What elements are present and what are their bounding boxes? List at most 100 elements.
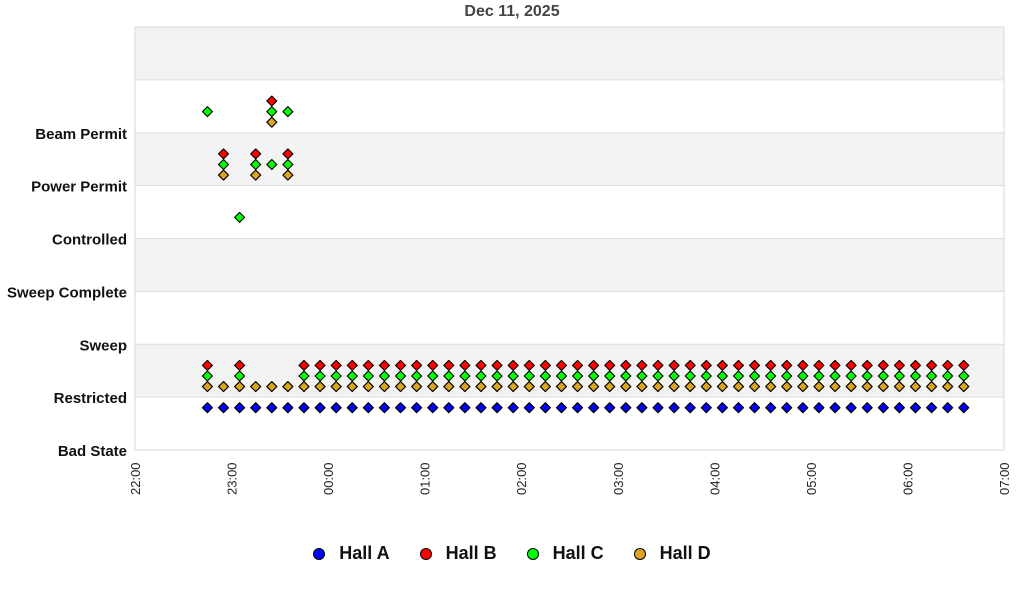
data-point: [797, 381, 809, 393]
data-point: [926, 359, 938, 371]
data-point: [394, 359, 407, 371]
legend-marker-icon: [419, 547, 432, 560]
data-point: [926, 370, 938, 382]
data-point: [411, 370, 423, 382]
data-point: [861, 381, 873, 393]
data-point: [523, 359, 535, 371]
data-point: [555, 370, 568, 382]
data-point: [411, 402, 423, 414]
data-point: [765, 370, 777, 382]
data-point: [636, 370, 648, 382]
data-point: [394, 370, 407, 382]
data-point: [217, 158, 230, 171]
data-point: [668, 402, 680, 414]
data-point: [314, 402, 326, 414]
data-point: [942, 359, 954, 371]
data-point: [555, 359, 568, 371]
data-point: [427, 370, 439, 382]
data-point: [877, 402, 889, 414]
data-point: [684, 370, 696, 382]
data-point: [491, 381, 503, 393]
data-point: [459, 370, 471, 382]
data-point: [781, 359, 793, 371]
y-axis-label: Beam Permit: [35, 126, 127, 143]
data-point: [539, 402, 551, 414]
data-point: [459, 359, 471, 371]
data-point: [427, 402, 439, 414]
y-axis-label: Bad State: [58, 443, 127, 460]
data-point: [893, 381, 905, 393]
data-point: [716, 402, 728, 414]
data-point: [298, 370, 310, 382]
data-point: [362, 370, 374, 382]
data-point: [829, 370, 841, 382]
data-point: [588, 402, 600, 414]
data-point: [314, 381, 326, 393]
x-axis-labels: 22:00 23:00 00:00 01:00 02:00 03:00 04:00 05:00…: [128, 462, 1012, 495]
data-point: [523, 381, 535, 393]
data-point: [555, 381, 568, 393]
data-point: [877, 359, 889, 371]
data-point: [716, 381, 728, 393]
data-point: [845, 359, 857, 371]
data-point: [829, 359, 841, 371]
legend-item-hall-b[interactable]: Hall B: [419, 543, 497, 564]
data-point: [250, 402, 262, 414]
data-point: [765, 381, 777, 393]
data-point: [942, 402, 954, 414]
chart-title: Dec 11, 2025: [464, 3, 560, 20]
data-point: [636, 402, 648, 414]
data-point: [958, 359, 970, 371]
data-point: [716, 359, 728, 371]
data-point: [861, 370, 873, 382]
legend-item-hall-a[interactable]: Hall A: [313, 543, 390, 564]
data-point: [749, 370, 761, 382]
data-point: [362, 359, 374, 371]
data-point: [652, 359, 664, 371]
data-point: [266, 106, 278, 118]
data-point: [491, 402, 503, 414]
data-point: [829, 402, 841, 414]
data-point: [250, 148, 262, 160]
x-axis-label: 06:00: [900, 462, 915, 495]
data-point: [958, 402, 970, 414]
scatter-plot: Bad State Restricted Sweep Sweep Complete Co…: [7, 26, 1012, 495]
data-point: [797, 359, 809, 371]
y-axis-label: Sweep: [79, 337, 127, 354]
data-point: [749, 359, 761, 371]
data-point: [861, 402, 873, 414]
plot-border: [134, 26, 1005, 451]
data-point: [378, 381, 390, 393]
data-point: [217, 381, 230, 393]
data-point: [797, 402, 809, 414]
data-point: [781, 381, 793, 393]
data-point: [217, 402, 230, 414]
data-point: [845, 381, 857, 393]
data-point: [893, 370, 905, 382]
y-axis-label: Restricted: [54, 390, 127, 407]
data-point: [749, 381, 761, 393]
data-point: [909, 359, 922, 371]
legend-label: Hall B: [445, 543, 497, 563]
legend-item-hall-d[interactable]: Hall D: [633, 543, 711, 564]
data-point: [459, 402, 471, 414]
x-axis-label: 23:00: [225, 462, 240, 495]
data-point: [523, 402, 535, 414]
data-point: [266, 402, 278, 414]
data-point: [668, 359, 680, 371]
x-axis-label: 04:00: [707, 462, 722, 495]
data-point: [845, 402, 857, 414]
data-point: [588, 370, 600, 382]
data-point: [813, 381, 825, 393]
legend-marker-icon: [313, 547, 326, 560]
data-point: [491, 370, 503, 382]
data-point: [732, 370, 745, 382]
data-point: [571, 359, 584, 371]
y-axis-label: Power Permit: [31, 179, 127, 196]
legend-item-hall-c[interactable]: Hall C: [526, 543, 604, 564]
data-point: [958, 370, 970, 382]
data-point: [604, 381, 616, 393]
plot-band: [135, 132, 1004, 186]
data-point: [394, 381, 407, 393]
x-axis-label: 22:00: [128, 462, 143, 495]
